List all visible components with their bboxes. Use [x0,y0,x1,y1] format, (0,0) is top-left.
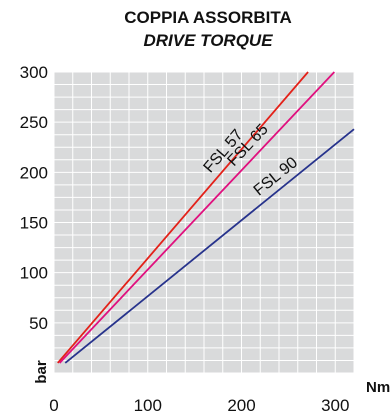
x-tick-label: 100 [134,396,162,415]
chart-subtitle: DRIVE TORQUE [143,31,273,50]
series-line [58,71,335,364]
y-tick-label: 300 [20,63,48,82]
series-line [57,71,309,364]
series-line [64,128,355,364]
y-tick-label: 200 [20,163,48,182]
x-tick-label: 200 [227,396,255,415]
chart-title: COPPIA ASSORBITA [124,8,292,27]
grid [53,71,355,374]
y-tick-label: 50 [29,314,48,333]
tick-labels: 0 100 200 300 50 100 150 200 250 300 [20,63,350,415]
y-tick-label: 150 [20,214,48,233]
x-axis-label: Nm [366,379,390,396]
y-axis-label: bar [33,360,50,384]
y-tick-label: 100 [20,264,48,283]
x-tick-label: 300 [321,396,349,415]
y-tick-label: 250 [20,113,48,132]
x-tick-label: 0 [49,396,58,415]
